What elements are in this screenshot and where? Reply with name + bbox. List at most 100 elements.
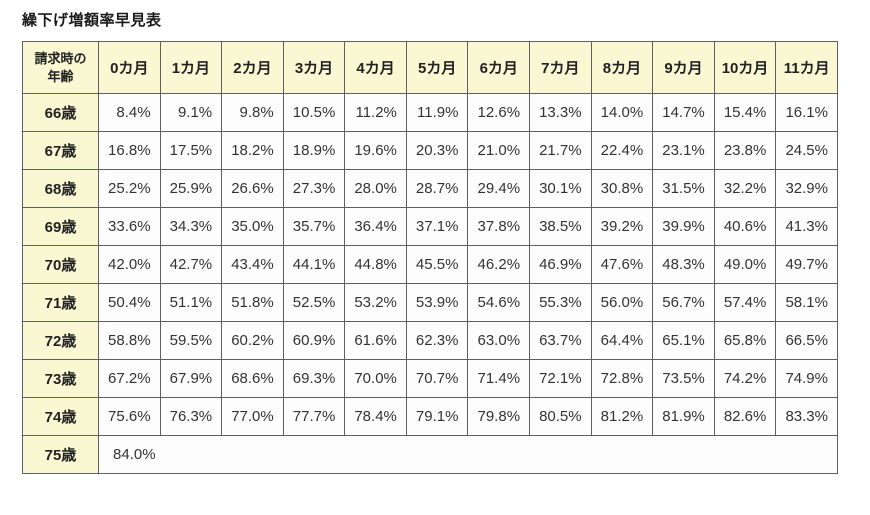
rate-cell: 42.7% — [159, 245, 223, 284]
table-row: 75歳 84.0% — [22, 435, 838, 474]
rate-cell: 40.6% — [713, 207, 777, 246]
rate-cell: 30.8% — [590, 169, 654, 208]
rate-cell: 8.4% — [98, 93, 161, 132]
rate-cell: 41.3% — [775, 207, 838, 246]
header-row: 請求時の 年齢 0カ月 1カ月 2カ月 3カ月 4カ月 5カ月 6カ月 7カ月 … — [22, 41, 838, 94]
rate-cell: 43.4% — [221, 245, 284, 284]
age-header-cell: 69歳 — [22, 207, 99, 246]
page-title: 繰下げ増額率早見表 — [22, 12, 162, 29]
rate-cell: 49.7% — [775, 245, 838, 284]
rate-cell: 14.0% — [590, 93, 654, 132]
month-header-cell: 7カ月 — [529, 41, 592, 94]
rate-cell: 64.4% — [590, 321, 654, 360]
table-row: 73歳 67.2% 67.9% 68.6% 69.3% 70.0% 70.7% … — [22, 359, 838, 398]
rate-cell: 35.0% — [221, 207, 284, 246]
rate-cell: 67.9% — [159, 359, 223, 398]
month-header-cell: 0カ月 — [98, 41, 161, 94]
table-row: 67歳 16.8% 17.5% 18.2% 18.9% 19.6% 20.3% … — [22, 131, 838, 170]
rate-cell: 54.6% — [467, 283, 531, 322]
rate-cell: 72.1% — [529, 359, 592, 398]
rate-cell: 10.5% — [282, 93, 346, 132]
month-header-cell: 1カ月 — [159, 41, 223, 94]
rate-cell: 25.9% — [159, 169, 223, 208]
month-header-cell: 9カ月 — [652, 41, 715, 94]
rate-cell: 44.1% — [282, 245, 346, 284]
age-header-cell: 66歳 — [22, 93, 99, 132]
rate-cell: 62.3% — [405, 321, 469, 360]
rate-cell: 70.7% — [405, 359, 469, 398]
corner-header-cell: 請求時の 年齢 — [22, 41, 99, 94]
age-header-cell: 67歳 — [22, 131, 99, 170]
rate-cell: 74.2% — [713, 359, 777, 398]
rate-cell: 61.6% — [344, 321, 407, 360]
rate-cell: 51.8% — [221, 283, 284, 322]
rate-cell: 44.8% — [344, 245, 407, 284]
rate-cell: 53.9% — [405, 283, 469, 322]
rate-cell: 81.9% — [652, 397, 715, 436]
rate-cell: 12.6% — [467, 93, 531, 132]
rate-cell: 11.2% — [344, 93, 407, 132]
rate-cell: 28.0% — [344, 169, 407, 208]
rate-cell: 63.7% — [529, 321, 592, 360]
rate-cell: 18.2% — [221, 131, 284, 170]
month-header-cell: 6カ月 — [467, 41, 531, 94]
rate-cell: 37.8% — [467, 207, 531, 246]
rate-cell: 49.0% — [713, 245, 777, 284]
rate-cell: 21.7% — [529, 131, 592, 170]
rate-cell: 39.9% — [652, 207, 715, 246]
rate-cell: 20.3% — [405, 131, 469, 170]
rate-cell: 36.4% — [344, 207, 407, 246]
rate-cell: 77.7% — [282, 397, 346, 436]
rate-cell: 27.3% — [282, 169, 346, 208]
rate-cell: 14.7% — [652, 93, 715, 132]
table-row: 68歳 25.2% 25.9% 26.6% 27.3% 28.0% 28.7% … — [22, 169, 838, 208]
rate-cell: 72.8% — [590, 359, 654, 398]
table-body: 66歳 8.4% 9.1% 9.8% 10.5% 11.2% 11.9% 12.… — [22, 93, 838, 474]
rate-cell: 45.5% — [405, 245, 469, 284]
month-header-cell: 2カ月 — [221, 41, 284, 94]
table-row: 72歳 58.8% 59.5% 60.2% 60.9% 61.6% 62.3% … — [22, 321, 838, 360]
rate-cell: 31.5% — [652, 169, 715, 208]
age-header-cell: 73歳 — [22, 359, 99, 398]
rate-cell: 34.3% — [159, 207, 223, 246]
table-row: 70歳 42.0% 42.7% 43.4% 44.1% 44.8% 45.5% … — [22, 245, 838, 284]
month-header-cell: 10カ月 — [713, 41, 777, 94]
rate-cell: 60.2% — [221, 321, 284, 360]
rate-cell: 71.4% — [467, 359, 531, 398]
rate-cell: 30.1% — [529, 169, 592, 208]
rate-cell: 46.2% — [467, 245, 531, 284]
rate-cell: 37.1% — [405, 207, 469, 246]
rate-cell: 75.6% — [98, 397, 161, 436]
rate-cell: 76.3% — [159, 397, 223, 436]
rate-cell: 79.8% — [467, 397, 531, 436]
rate-cell: 16.8% — [98, 131, 161, 170]
rate-cell: 51.1% — [159, 283, 223, 322]
rate-cell: 33.6% — [98, 207, 161, 246]
rate-cell: 26.6% — [221, 169, 284, 208]
rate-cell: 25.2% — [98, 169, 161, 208]
rate-cell: 23.1% — [652, 131, 715, 170]
rate-cell: 16.1% — [775, 93, 838, 132]
age-header-cell: 71歳 — [22, 283, 99, 322]
table-row: 71歳 50.4% 51.1% 51.8% 52.5% 53.2% 53.9% … — [22, 283, 838, 322]
rate-cell: 47.6% — [590, 245, 654, 284]
rate-cell: 60.9% — [282, 321, 346, 360]
month-header-cell: 3カ月 — [282, 41, 346, 94]
rate-cell: 32.2% — [713, 169, 777, 208]
rate-cell: 68.6% — [221, 359, 284, 398]
rate-cell: 48.3% — [652, 245, 715, 284]
rate-cell: 84.0% — [98, 435, 838, 474]
rate-cell: 18.9% — [282, 131, 346, 170]
rate-cell: 9.8% — [221, 93, 284, 132]
age-header-cell: 72歳 — [22, 321, 99, 360]
rate-cell: 74.9% — [775, 359, 838, 398]
rate-cell: 56.0% — [590, 283, 654, 322]
rate-cell: 63.0% — [467, 321, 531, 360]
rate-cell: 19.6% — [344, 131, 407, 170]
month-header-cell: 11カ月 — [775, 41, 838, 94]
rate-cell: 13.3% — [529, 93, 592, 132]
rate-cell: 56.7% — [652, 283, 715, 322]
table-header: 請求時の 年齢 0カ月 1カ月 2カ月 3カ月 4カ月 5カ月 6カ月 7カ月 … — [22, 41, 838, 94]
month-header-cell: 8カ月 — [590, 41, 654, 94]
rate-cell: 70.0% — [344, 359, 407, 398]
